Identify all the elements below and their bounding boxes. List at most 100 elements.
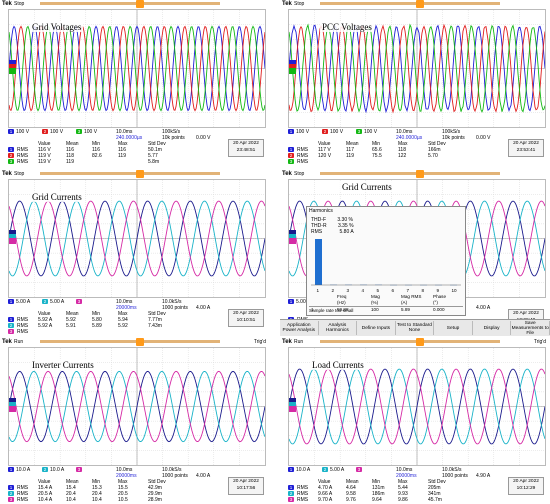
measurement-column-head: Std Dev <box>148 141 166 147</box>
thdr-value: 3.35 % <box>337 223 354 229</box>
measurement-column-head: Std Dev <box>428 141 446 147</box>
measurement-type: RMS <box>297 147 309 153</box>
channel-marker[interactable] <box>9 60 16 66</box>
measurement-column-head: Min <box>92 311 101 317</box>
channel-scale[interactable]: 3 <box>356 467 364 473</box>
menu-button[interactable]: Save Measurements to File <box>511 320 550 336</box>
measurement-type: RMS <box>17 153 29 159</box>
record-length: 1000 points <box>162 473 188 479</box>
channel-scale[interactable]: 1 5.00 A <box>8 299 30 305</box>
waveform-svg <box>9 180 265 297</box>
record-bar <box>40 340 220 343</box>
channel-scale[interactable]: 2 100 V <box>42 129 63 135</box>
measurement-value: 116 V <box>38 147 51 153</box>
measurement-value: 15.5 <box>118 485 128 491</box>
channel-marker[interactable] <box>289 64 296 70</box>
channel-scale-value: 100 V <box>330 129 344 135</box>
measurement-value: 5.8m <box>148 159 160 165</box>
measurement-column-head: Max <box>118 479 128 485</box>
measurement-type: RMS <box>17 159 29 165</box>
channel-marker[interactable] <box>289 238 296 244</box>
measurement-value: 5.92 A <box>38 323 53 329</box>
channel-marker[interactable] <box>9 234 16 240</box>
trigger-position-icon[interactable] <box>136 170 144 178</box>
brand-logo: Tek <box>2 1 12 7</box>
brand-logo: Tek <box>2 339 12 345</box>
timebase: 10.0ms <box>116 129 133 135</box>
channel-badge: 2 <box>322 129 328 135</box>
measurement-value: 5.77 <box>148 153 158 159</box>
channel-scale[interactable]: 1 10.0 A <box>8 467 30 473</box>
measurement-channel-badge: 2 <box>288 153 294 158</box>
measurement-value: 5.92 A <box>38 317 53 323</box>
trigger-position-icon[interactable] <box>416 0 424 8</box>
harmonics-table: Freq (Hz) Mag (%) Mag RMS (A) Phase (°) 1 59.88 1… <box>309 294 463 314</box>
trigger-position-icon[interactable] <box>416 170 424 178</box>
channel-marker[interactable] <box>289 230 296 236</box>
measurement-value: 4.70 A <box>318 485 333 491</box>
measurement-column-head: Min <box>92 479 101 485</box>
channel-scale[interactable]: 3 100 V <box>76 129 97 135</box>
measurement-value: 341m <box>428 491 441 497</box>
waveform-trace <box>9 200 265 277</box>
channel-marker[interactable] <box>289 406 296 412</box>
channel-scale-value: 5.00 A <box>330 467 345 473</box>
measurement-column-head: Min <box>372 141 381 147</box>
channel-marker[interactable] <box>9 406 16 412</box>
trigger-position-icon[interactable] <box>416 338 424 346</box>
channel-scale[interactable]: 3 <box>76 467 84 473</box>
trigger-position-icon[interactable] <box>136 338 144 346</box>
channel-marker[interactable] <box>9 398 16 404</box>
scope-title: Grid Currents <box>30 192 84 202</box>
channel-marker[interactable] <box>9 402 16 408</box>
measurement-column-head: Value <box>38 311 51 317</box>
measurement-column-head: Min <box>92 141 101 147</box>
measurement-column-head: Mean <box>66 311 79 317</box>
measurement-value: 42.9m <box>148 485 162 491</box>
measurement-panel: 1 100 V 2 100 V 3 100 V 10.0ms 100kS/s 240.0000µ… <box>288 127 544 165</box>
trigger-position-icon[interactable] <box>136 0 144 8</box>
channel-scale[interactable]: 1 10.0 A <box>288 467 310 473</box>
date-label: 20 Apr 2022 <box>513 141 539 146</box>
harmonic-bin-label: 5 <box>376 288 380 293</box>
channel-scale-value: 10.0 A <box>296 467 311 473</box>
menu-button[interactable]: Display <box>473 321 512 335</box>
harmonic-bar <box>315 239 322 285</box>
channel-marker[interactable] <box>9 68 16 74</box>
waveform-trace <box>9 200 265 277</box>
channel-scale[interactable]: 2 10.0 A <box>42 467 64 473</box>
channel-scale[interactable]: 2 100 V <box>322 129 343 135</box>
channel-marker[interactable] <box>289 402 296 408</box>
menu-button[interactable]: Define Inputs <box>357 321 396 335</box>
scope-title: Load Currents <box>310 360 366 370</box>
channel-scale[interactable]: 3 100 V <box>356 129 377 135</box>
channel-marker[interactable] <box>9 238 16 244</box>
record-bar <box>320 2 500 5</box>
channel-marker[interactable] <box>9 230 16 236</box>
time-label: 10:17:56 <box>236 486 256 491</box>
channel-scale[interactable]: 1 5.00 A <box>288 299 310 305</box>
channel-scale[interactable]: 1 100 V <box>288 129 309 135</box>
menu-button[interactable]: Test to Standard None <box>396 321 435 335</box>
harmonic-bins: 1 2 3 4 5 6 7 8 9 10 <box>311 288 461 294</box>
channel-scale[interactable]: 3 <box>76 299 84 305</box>
menu-button[interactable]: Application Power Analysis <box>280 321 319 335</box>
record-length: 10k points <box>442 135 465 141</box>
time-label: 23:48:51 <box>236 148 256 153</box>
channel-marker[interactable] <box>289 68 296 74</box>
channel-marker[interactable] <box>9 64 16 70</box>
measurement-channel-badge: 1 <box>288 485 294 490</box>
channel-marker[interactable] <box>289 234 296 240</box>
channel-scale[interactable]: 1 100 V <box>8 129 29 135</box>
channel-marker[interactable] <box>289 398 296 404</box>
menu-button[interactable]: Analysis Harmonics <box>319 321 358 335</box>
measurement-column-head: Max <box>398 141 408 147</box>
menu-button[interactable]: Setup <box>434 321 473 335</box>
record-bar <box>320 340 500 343</box>
measurement-value: 7.43m <box>148 323 162 329</box>
trigger-level: 4.00 A <box>476 305 491 311</box>
channel-marker[interactable] <box>289 60 296 66</box>
harmonic-column-head: Phase <box>433 294 447 299</box>
